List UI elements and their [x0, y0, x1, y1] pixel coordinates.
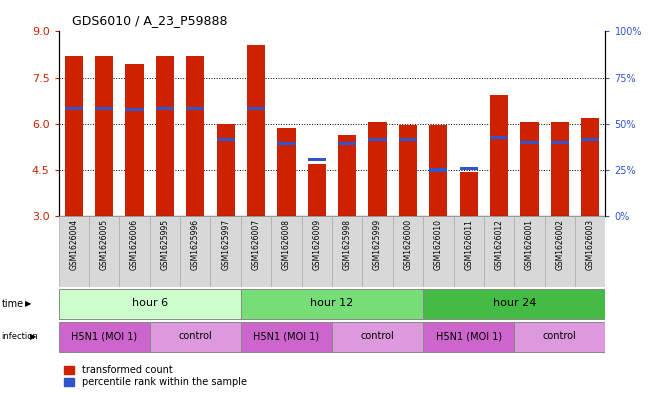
Text: GSM1626012: GSM1626012 [495, 219, 504, 270]
Bar [575, 216, 605, 287]
Text: GSM1625998: GSM1625998 [342, 219, 352, 270]
Bar [423, 322, 514, 352]
Bar [332, 322, 423, 352]
Bar [460, 171, 478, 216]
Bar [95, 107, 113, 110]
Bar [59, 288, 241, 319]
Bar [581, 138, 600, 141]
Bar [59, 216, 89, 287]
Text: control: control [178, 331, 212, 342]
Bar [308, 158, 326, 161]
Bar [241, 322, 332, 352]
Text: GSM1626008: GSM1626008 [282, 219, 291, 270]
Bar [429, 125, 447, 216]
Bar [454, 216, 484, 287]
Bar [363, 216, 393, 287]
Legend: transformed count, percentile rank within the sample: transformed count, percentile rank withi… [63, 364, 248, 388]
Bar [126, 64, 144, 216]
Text: GDS6010 / A_23_P59888: GDS6010 / A_23_P59888 [72, 15, 227, 28]
Text: hour 12: hour 12 [311, 298, 353, 308]
Bar [210, 216, 241, 287]
Bar [156, 107, 174, 110]
Text: time: time [1, 299, 23, 309]
Bar [520, 122, 538, 216]
Bar [393, 216, 423, 287]
Bar [277, 142, 296, 145]
Bar [186, 56, 204, 216]
Text: GSM1626002: GSM1626002 [555, 219, 564, 270]
Bar [490, 95, 508, 216]
Text: GSM1626004: GSM1626004 [69, 219, 78, 270]
Bar [180, 216, 210, 287]
Text: H5N1 (MOI 1): H5N1 (MOI 1) [253, 331, 320, 342]
Bar [338, 134, 356, 216]
Bar [217, 138, 235, 141]
Bar [95, 56, 113, 216]
Bar [308, 164, 326, 216]
Bar [156, 56, 174, 216]
Text: GSM1626005: GSM1626005 [100, 219, 109, 270]
Text: GSM1625997: GSM1625997 [221, 219, 230, 270]
Bar [271, 216, 301, 287]
Text: GSM1626010: GSM1626010 [434, 219, 443, 270]
Bar [545, 216, 575, 287]
Text: GSM1626000: GSM1626000 [404, 219, 413, 270]
Bar [429, 169, 447, 171]
Bar [399, 125, 417, 216]
Bar [551, 141, 569, 144]
Text: GSM1626007: GSM1626007 [251, 219, 260, 270]
Bar [490, 136, 508, 139]
Bar [399, 138, 417, 141]
Text: GSM1626009: GSM1626009 [312, 219, 322, 270]
Bar [484, 216, 514, 287]
Bar [514, 216, 545, 287]
Text: infection: infection [1, 332, 38, 342]
Bar [301, 216, 332, 287]
Text: control: control [543, 331, 577, 342]
Text: GSM1626001: GSM1626001 [525, 219, 534, 270]
Bar [332, 216, 363, 287]
Text: H5N1 (MOI 1): H5N1 (MOI 1) [71, 331, 137, 342]
Bar [64, 56, 83, 216]
Bar [247, 107, 265, 110]
Text: control: control [361, 331, 395, 342]
Bar [64, 107, 83, 110]
Bar [514, 322, 605, 352]
Bar [581, 118, 600, 216]
Bar [338, 142, 356, 145]
Text: hour 24: hour 24 [493, 298, 536, 308]
Bar [520, 141, 538, 144]
Bar [247, 45, 265, 216]
Bar [277, 129, 296, 216]
Bar [217, 124, 235, 216]
Bar [150, 216, 180, 287]
Bar [59, 322, 150, 352]
Text: hour 6: hour 6 [132, 298, 168, 308]
Text: ▶: ▶ [30, 332, 36, 342]
Bar [460, 167, 478, 170]
Bar [368, 122, 387, 216]
Text: ▶: ▶ [25, 299, 31, 308]
Text: GSM1625999: GSM1625999 [373, 219, 382, 270]
Bar [126, 108, 144, 112]
Bar [423, 216, 454, 287]
Bar [241, 288, 423, 319]
Text: GSM1626003: GSM1626003 [586, 219, 595, 270]
Bar [186, 107, 204, 110]
Bar [423, 288, 605, 319]
Bar [119, 216, 150, 287]
Bar [150, 322, 241, 352]
Bar [368, 138, 387, 141]
Bar [89, 216, 119, 287]
Bar [551, 122, 569, 216]
Text: GSM1626006: GSM1626006 [130, 219, 139, 270]
Text: H5N1 (MOI 1): H5N1 (MOI 1) [436, 331, 502, 342]
Bar [241, 216, 271, 287]
Text: GSM1626011: GSM1626011 [464, 219, 473, 270]
Text: GSM1625996: GSM1625996 [191, 219, 200, 270]
Text: GSM1625995: GSM1625995 [160, 219, 169, 270]
